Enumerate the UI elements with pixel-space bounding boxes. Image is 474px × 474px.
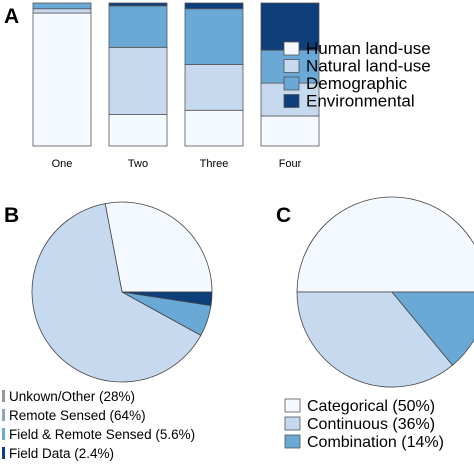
legend-swatch-human-land-use [283,41,300,56]
pie-slice-c-continuous [296,291,454,388]
bar-four-human-land-use [260,115,320,147]
legend-label-c: Continuous (36%) [307,416,435,433]
pie-slice-b-remote-sensed [31,203,202,383]
bar-one-natural-land-use [32,8,92,14]
legend-label-demographic: Demographic [306,74,408,93]
bar-three-human-land-use [184,109,244,147]
legend-label-b: Field Data (2.4%) [9,446,114,461]
legend-label-b: Remote Sensed (64%) [9,408,146,423]
panel-label-a: A [4,5,19,28]
bar-two-demographic [108,5,168,48]
legend-label-c: Categorical (50%) [307,398,435,415]
x-tick-label: Three [200,158,229,170]
pie-slice-c-combination [391,291,474,366]
legend-label-human-land-use: Human land-use [306,39,431,58]
legend-label-c: Combination (14%) [307,434,444,451]
pie-slice-c-categorical [296,196,474,293]
pie-slice-b-unkown-other [104,201,213,293]
bar-two-environmental [108,2,168,7]
bar-one-human-land-use [32,12,92,147]
legend-swatch-environmental [283,94,300,108]
legend-swatch-b [2,409,5,421]
legend-swatch-natural-land-use [283,59,300,73]
bar-three-natural-land-use [184,64,244,111]
legend-swatch-c [284,434,301,449]
panel-label-b: B [4,204,19,227]
bar-three-environmental [184,2,244,10]
bar-two-human-land-use [108,114,168,147]
pie-chart-b: Unkown/Other (28%) Remote Sensed (64%) Fie… [2,201,213,461]
x-tick-label: Two [128,158,148,170]
legend-swatch-c [284,416,301,431]
x-tick-label: Four [279,158,302,170]
legend-label-b: Unkown/Other (28%) [9,389,135,404]
legend-swatch-demographic [283,76,300,91]
legend-swatch-b [2,390,5,402]
legend-label-environmental: Environmental [306,92,415,111]
bar-three-demographic [184,8,244,65]
pie-chart-c: Categorical (50%)Continuous (36%)Combina… [284,196,474,451]
pie-slice-b-field-data [121,291,213,306]
bar-one-demographic [32,2,92,10]
bar-four-environmental [260,2,320,51]
legend-label-b: Field & Remote Sensed (5.6%) [9,427,195,442]
legend-label-natural-land-use: Natural land-use [306,57,431,76]
legend-swatch-c [284,398,301,413]
legend-swatch-b [2,428,5,440]
bar-two-natural-land-use [108,46,168,115]
x-tick-label: One [52,158,73,170]
legend-swatch-b [2,447,5,459]
panel-label-c: C [276,204,291,227]
